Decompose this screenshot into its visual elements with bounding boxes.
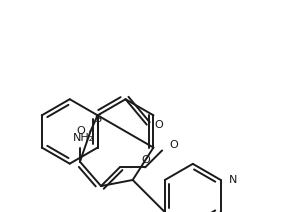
Text: O: O — [154, 120, 163, 130]
Text: O: O — [169, 140, 178, 150]
Text: S: S — [94, 114, 101, 124]
Text: N: N — [228, 175, 237, 185]
Text: O: O — [76, 126, 85, 136]
Text: O: O — [141, 155, 150, 165]
Text: NH₂: NH₂ — [73, 133, 94, 143]
